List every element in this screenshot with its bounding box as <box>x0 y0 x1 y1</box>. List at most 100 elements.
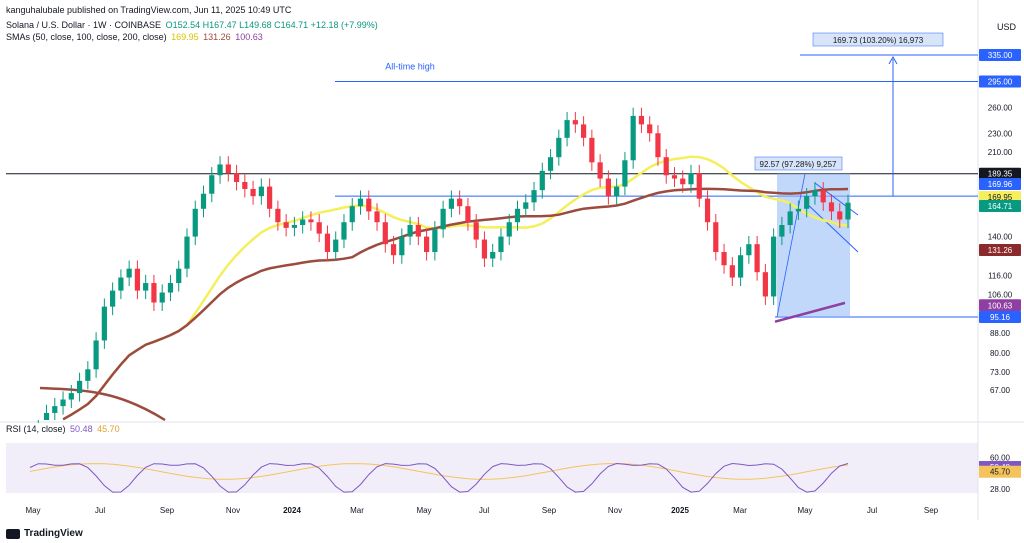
candle-body <box>60 399 66 407</box>
price-label: 295.00 <box>988 77 1013 86</box>
rsi-line <box>29 462 849 493</box>
candle-body <box>184 236 190 269</box>
candle-body <box>498 236 504 253</box>
candle-body <box>704 198 711 223</box>
rsi-tag-45.70 <box>979 465 1021 478</box>
candle-body <box>308 219 314 223</box>
candle-body <box>531 190 537 203</box>
rsi-ma-value: 45.70 <box>97 424 120 434</box>
candle-body <box>275 208 281 223</box>
candle-body <box>159 292 165 303</box>
price-tag-335.00 <box>979 48 1021 61</box>
candle-body <box>828 202 835 212</box>
candle-body <box>440 208 446 230</box>
x-axis-label: 2025 <box>671 506 689 515</box>
candle-body <box>787 211 793 226</box>
price-tag-164.71 <box>979 200 1021 212</box>
sma50-line <box>62 155 849 421</box>
sma-label: SMAs (50, close, 100, close, 200, close) <box>6 32 167 42</box>
rsi-axis-label: 45.70 <box>990 468 1011 477</box>
candle-body <box>291 225 298 228</box>
candle-body <box>589 137 595 163</box>
sma100-early <box>39 386 166 422</box>
candle-body <box>101 306 107 341</box>
candle-body <box>572 120 578 125</box>
candle-body <box>85 369 91 381</box>
tradingview-logo: TradingView <box>6 528 83 539</box>
candle-body <box>614 186 620 197</box>
target-box <box>812 32 944 47</box>
rsi-band <box>6 443 978 493</box>
price-label: 169.96 <box>988 180 1013 189</box>
candle-body <box>597 162 603 179</box>
candle-body <box>382 222 388 245</box>
candle-body <box>795 208 802 212</box>
candle-body <box>539 170 545 191</box>
candle-body <box>110 290 116 307</box>
candle-body <box>605 178 611 197</box>
candle-body <box>176 268 182 284</box>
countdown-label: 4d 14h <box>988 211 1012 220</box>
candle-body <box>399 236 405 256</box>
candle-body <box>217 164 223 176</box>
candle-body <box>242 181 248 189</box>
price-label: 131.26 <box>988 246 1013 255</box>
candle-body <box>845 202 851 220</box>
candle-body <box>151 283 157 303</box>
candle-body <box>258 186 264 197</box>
candle-body <box>729 265 735 278</box>
price-tag-131.26 <box>979 244 1021 257</box>
candle-body <box>812 190 818 197</box>
candle-body <box>167 283 174 293</box>
price-label: 169.95 <box>988 193 1013 202</box>
candle-body <box>556 137 562 158</box>
target-annotation: 169.73 (103.20%) 16,973 <box>833 36 924 45</box>
x-axis-label: Jul <box>479 506 489 515</box>
price-tag-189.35 <box>979 167 1021 180</box>
price-label: 67.00 <box>990 386 1011 395</box>
tradingview-text: TradingView <box>24 528 83 539</box>
candle-body <box>804 196 810 209</box>
price-label: 73.00 <box>990 368 1011 377</box>
tradingview-icon <box>6 528 20 539</box>
candle-body <box>118 277 124 291</box>
candle-body <box>746 244 752 256</box>
candle-body <box>506 222 512 237</box>
x-axis-label: 2024 <box>283 506 301 515</box>
candle-body <box>465 206 471 223</box>
price-label: 80.00 <box>990 349 1011 358</box>
x-axis-label: Sep <box>160 506 175 515</box>
x-axis-label: Mar <box>350 506 364 515</box>
candle-body <box>647 124 653 134</box>
price-tag-169.96 <box>979 178 1021 190</box>
candle-body <box>333 239 339 253</box>
candle-body <box>126 268 132 278</box>
candle-body <box>680 178 686 185</box>
measure-label-box <box>754 156 843 171</box>
measure-annotation: 92.57 (97.28%) 9,257 <box>760 160 837 169</box>
falling-channel <box>804 182 859 253</box>
candle-body <box>424 236 430 253</box>
price-label: 230.00 <box>988 129 1013 138</box>
x-axis-label: May <box>797 506 812 515</box>
candle-body <box>473 222 479 240</box>
candle-body <box>457 198 463 207</box>
rsi-axis-label: 60.00 <box>990 454 1011 463</box>
price-tag-295.00 <box>979 75 1021 88</box>
candle-body <box>68 393 74 400</box>
target-arrow-head <box>888 55 898 65</box>
rsi-axis-label: 28.00 <box>990 485 1011 494</box>
sma200-line <box>774 301 846 323</box>
candle-body <box>43 412 50 420</box>
candle-body <box>713 222 719 253</box>
candle-body <box>638 115 645 125</box>
symbol-name: Solana / U.S. Dollar · 1W · COINBASE <box>6 20 162 30</box>
candle-body <box>754 244 760 273</box>
price-label: 335.00 <box>988 51 1013 60</box>
price-label: 210.00 <box>988 148 1013 157</box>
price-label: 100.63 <box>988 301 1013 310</box>
candle-body <box>300 219 306 226</box>
symbol-line: Solana / U.S. Dollar · 1W · COINBASE O15… <box>6 20 380 30</box>
candle-body <box>316 222 322 234</box>
